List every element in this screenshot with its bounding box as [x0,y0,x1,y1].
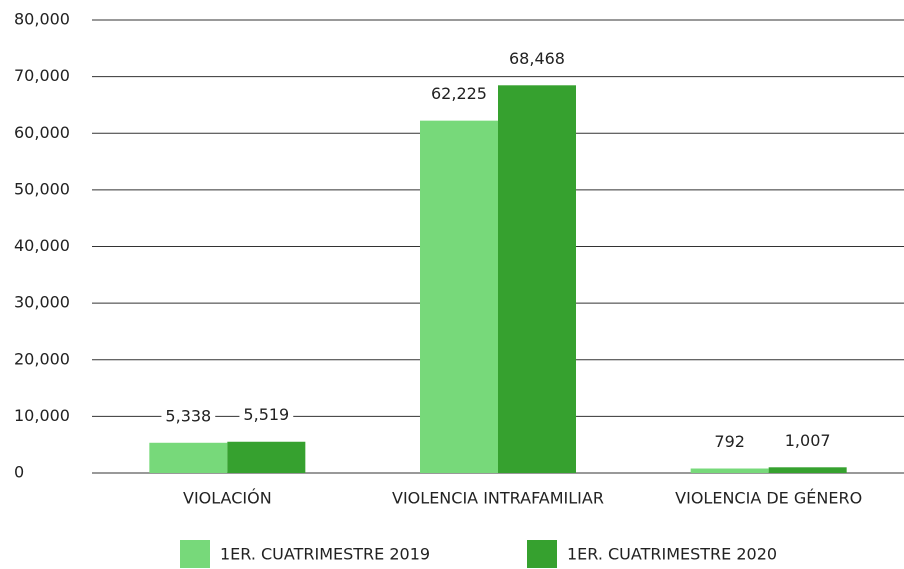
y-tick-label: 60,000 [14,123,70,142]
y-tick-label: 20,000 [14,349,70,368]
y-tick-label: 50,000 [14,179,70,198]
data-label-bg [710,430,749,454]
legend-swatch [180,540,210,568]
y-tick-label: 70,000 [14,66,70,85]
legend-label: 1ER. CUATRIMESTRE 2019 [220,545,430,564]
data-label-bg [505,46,569,70]
data-label: 62,225 [431,84,487,103]
bar [227,441,306,473]
y-tick-label: 80,000 [14,10,70,29]
legend-label: 1ER. CUATRIMESTRE 2020 [567,545,777,564]
data-label: 5,338 [165,406,211,425]
x-tick-label: VIOLENCIA INTRAFAMILIAR [392,489,604,508]
bar [149,442,228,473]
data-label: 1,007 [785,431,831,450]
bar [768,467,847,473]
bar [690,468,769,473]
bar [498,85,576,473]
y-tick-label: 10,000 [14,406,70,425]
data-label-bg [239,403,294,427]
data-label: 792 [714,432,745,451]
labels: 5,338 5,519 62,225 68,468 792 1,007 [161,46,835,454]
y-tick-label: 0 [14,463,24,482]
data-label-bg [427,82,491,106]
data-label-bg [780,428,835,452]
data-label-bg [161,404,216,428]
x-tick-label: VIOLENCIA DE GÉNERO [675,489,862,508]
y-tick-label: 40,000 [14,236,70,255]
data-label: 5,519 [243,405,289,424]
legend-swatch [527,540,557,568]
bar [420,120,498,473]
bars [149,85,847,473]
y-tick-label: 30,000 [14,293,70,312]
x-tick-label: VIOLACIÓN [183,489,272,508]
data-label: 68,468 [509,49,565,68]
